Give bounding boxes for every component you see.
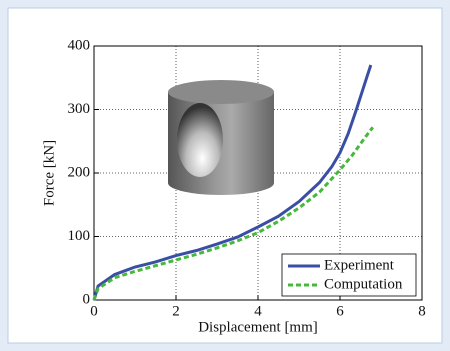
legend-label: Computation: [324, 276, 403, 292]
cylinder-illustration: [168, 80, 274, 195]
x-tick-label: 8: [418, 303, 426, 319]
x-tick-label: 2: [172, 303, 180, 319]
y-tick-label: 300: [68, 101, 91, 117]
y-tick-label: 0: [83, 291, 91, 307]
y-tick-label: 100: [68, 228, 91, 244]
y-axis-label: Force [kN]: [41, 140, 57, 206]
x-tick-label: 6: [336, 303, 344, 319]
chart: Displacement [mm] Force [kN] 0 2 4 6 8 0 100 20…: [0, 0, 450, 351]
legend-label: Experiment: [324, 257, 395, 273]
y-tick-label: 400: [68, 37, 91, 53]
x-axis-label: Displacement [mm]: [198, 319, 318, 335]
x-tick-label: 4: [254, 303, 262, 319]
page: {"chart_data": {"type": "line", "xlabel"…: [0, 0, 450, 351]
x-tick-label: 0: [90, 303, 98, 319]
y-tick-label: 200: [68, 164, 91, 180]
